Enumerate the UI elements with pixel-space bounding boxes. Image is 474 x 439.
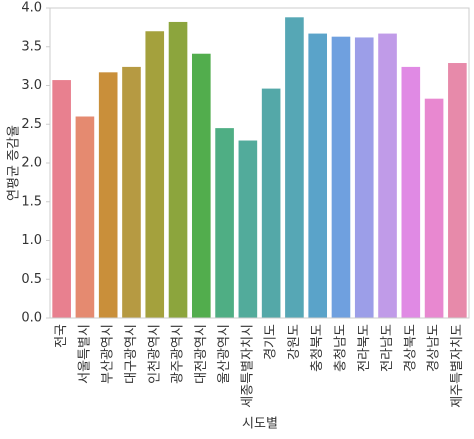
x-tick-label: 전국 xyxy=(54,324,69,348)
y-tick-label: 1.0 xyxy=(21,233,42,248)
x-tick-label: 서울특별시 xyxy=(77,324,92,384)
y-tick-label: 3.0 xyxy=(21,78,42,93)
bar xyxy=(122,66,141,319)
y-tick-label: 2.5 xyxy=(21,117,42,132)
bar xyxy=(424,98,444,318)
bar xyxy=(378,33,397,318)
x-tick-label: 세종특별자치시 xyxy=(240,324,255,408)
bar xyxy=(168,21,188,318)
plot-frame xyxy=(49,7,470,319)
bar xyxy=(285,17,304,319)
bar xyxy=(308,33,328,318)
x-tick-label: 경기도 xyxy=(264,324,279,360)
bar xyxy=(401,66,421,319)
x-tick-label: 대구광역시 xyxy=(124,324,139,384)
x-tick-label: 광주광역시 xyxy=(171,324,186,384)
bar xyxy=(354,37,374,318)
x-tick-label: 충청남도 xyxy=(333,324,348,372)
y-tick-label: 3.5 xyxy=(21,39,42,54)
bar xyxy=(191,53,211,318)
bar xyxy=(75,116,95,318)
y-tick-label: 2.0 xyxy=(21,156,42,171)
y-tick-label: 0.0 xyxy=(21,311,42,326)
x-tick-label: 전라남도 xyxy=(380,324,395,372)
bar xyxy=(98,72,118,318)
y-tick-label: 1.5 xyxy=(21,194,42,209)
bar xyxy=(215,128,234,318)
x-tick-label: 인천광역시 xyxy=(147,324,162,384)
x-axis-title: 시도별 xyxy=(242,417,278,432)
y-tick-label: 0.5 xyxy=(21,272,42,287)
bar xyxy=(238,140,258,318)
bar xyxy=(145,31,165,318)
x-tick-label: 대전광역시 xyxy=(194,324,209,384)
x-tick-label: 경상남도 xyxy=(427,324,442,372)
bar xyxy=(331,36,351,319)
y-axis-title: 연평균 증감율 xyxy=(7,125,22,201)
x-tick-label: 전라북도 xyxy=(357,324,372,372)
bar xyxy=(261,88,281,318)
x-tick-label: 울산광역시 xyxy=(217,324,232,384)
y-tick-label: 4.0 xyxy=(21,1,42,16)
x-tick-label: 강원도 xyxy=(287,324,302,360)
bar xyxy=(52,80,71,318)
x-tick-label: 경상북도 xyxy=(403,324,418,372)
bar xyxy=(448,63,467,319)
x-tick-label: 부산광역시 xyxy=(101,324,116,384)
x-tick-label: 제주특별자치도 xyxy=(450,324,465,408)
x-tick-label: 충청북도 xyxy=(310,324,325,372)
